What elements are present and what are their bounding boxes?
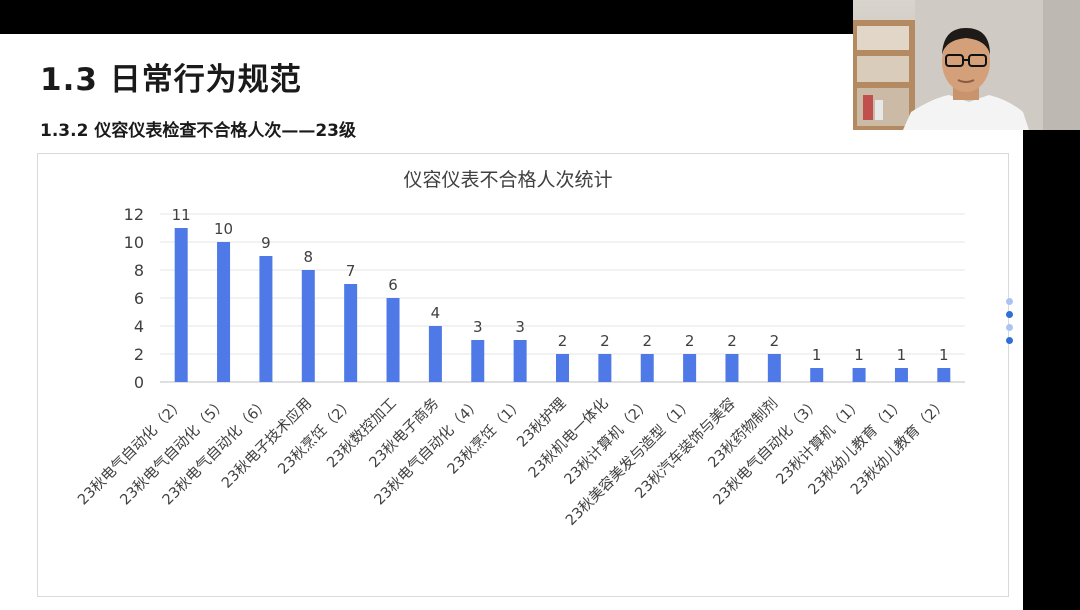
right-edge: [1023, 130, 1080, 610]
bar: [174, 228, 188, 382]
bar: [725, 354, 739, 382]
slide-title: 1.3 日常行为规范: [40, 62, 302, 98]
data-label: 7: [346, 262, 356, 280]
bar: [683, 354, 697, 382]
data-label: 11: [172, 206, 191, 224]
y-tick-label: 0: [134, 373, 144, 392]
bar: [344, 284, 358, 382]
data-label: 1: [897, 346, 907, 364]
data-label: 2: [600, 332, 610, 350]
bar: [428, 326, 442, 382]
nav-dot-1[interactable]: [1006, 298, 1013, 305]
bar: [217, 242, 231, 382]
x-tick-label: 23秋烹饪（2）: [274, 394, 358, 478]
data-label: 2: [727, 332, 737, 350]
data-label: 2: [770, 332, 780, 350]
y-tick-label: 8: [134, 261, 144, 280]
bar: [259, 256, 273, 382]
webcam-person-image: [853, 0, 1080, 130]
bar: [767, 354, 781, 382]
data-label: 4: [431, 304, 441, 322]
nav-dot-3[interactable]: [1006, 324, 1013, 331]
bar: [937, 368, 951, 382]
data-label: 1: [939, 346, 949, 364]
nav-dot-4[interactable]: [1006, 337, 1013, 344]
x-tick-label: 23秋机电一体化: [525, 395, 612, 482]
bar: [386, 298, 400, 382]
slide-subtitle: 1.3.2 仪容仪表检查不合格人次——23级: [40, 121, 356, 141]
webcam-video: [853, 0, 1080, 130]
bar: [556, 354, 569, 382]
data-label: 1: [854, 346, 864, 364]
slide-nav-dots[interactable]: [1006, 298, 1016, 350]
bar: [471, 340, 485, 382]
data-label: 9: [261, 234, 271, 252]
data-label: 10: [214, 220, 233, 238]
bar: [894, 368, 908, 382]
slide: 1.3 日常行为规范 1.3.2 仪容仪表检查不合格人次——23级 仪容仪表不合…: [0, 34, 1023, 610]
data-label: 1: [812, 346, 822, 364]
data-label: 2: [558, 332, 568, 350]
y-tick-label: 4: [134, 317, 144, 336]
nav-dot-2[interactable]: [1006, 311, 1013, 318]
x-tick-label: 23秋烹饪（1）: [443, 394, 527, 478]
bar: [852, 368, 866, 382]
y-tick-label: 12: [124, 205, 144, 224]
y-tick-label: 2: [134, 345, 144, 364]
data-label: 3: [515, 318, 525, 336]
bar: [301, 270, 315, 382]
chart-container: 仪容仪表不合格人次统计 0 2 4 6 8 10 12 11 23秋电气自动化（2） 10 23秋电气…: [37, 153, 1009, 597]
y-tick-label: 6: [134, 289, 144, 308]
bar: [513, 340, 527, 382]
bar: [640, 354, 654, 382]
data-label: 2: [685, 332, 695, 350]
bar: [810, 368, 824, 382]
bar: [598, 354, 612, 382]
chart-title: 仪容仪表不合格人次统计: [403, 169, 612, 191]
data-label: 6: [388, 276, 398, 294]
data-label: 3: [473, 318, 483, 336]
y-tick-label: 10: [124, 233, 144, 252]
data-label: 8: [304, 248, 314, 266]
data-label: 2: [642, 332, 652, 350]
